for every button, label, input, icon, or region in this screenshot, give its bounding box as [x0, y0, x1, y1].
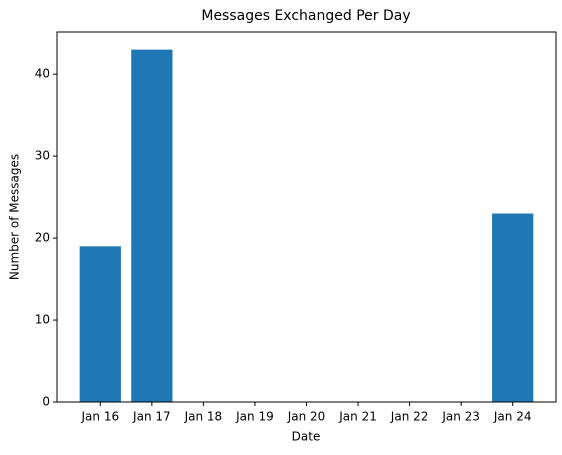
- y-tick-label: 40: [35, 67, 50, 81]
- y-tick-label: 0: [42, 395, 50, 409]
- x-tick-label: Jan 20: [287, 410, 326, 424]
- bar: [79, 246, 121, 402]
- bar: [131, 49, 173, 402]
- x-tick-label: Jan 18: [184, 410, 223, 424]
- y-axis-label: Number of Messages: [8, 154, 22, 280]
- y-tick-label: 30: [35, 149, 50, 163]
- y-tick-label: 20: [35, 231, 50, 245]
- x-tick-label: Jan 23: [441, 410, 480, 424]
- x-tick-label: Jan 17: [132, 410, 171, 424]
- x-tick-label: Jan 16: [81, 410, 120, 424]
- x-tick-label: Jan 21: [338, 410, 377, 424]
- y-tick-label: 10: [35, 313, 50, 327]
- plot-frame: [56, 31, 557, 403]
- chart-title: Messages Exchanged Per Day: [201, 8, 410, 24]
- x-tick-label: Jan 24: [493, 410, 532, 424]
- x-tick-label: Jan 22: [390, 410, 429, 424]
- bar: [492, 213, 534, 402]
- x-axis-label: Date: [292, 430, 321, 444]
- x-tick-label: Jan 19: [235, 410, 274, 424]
